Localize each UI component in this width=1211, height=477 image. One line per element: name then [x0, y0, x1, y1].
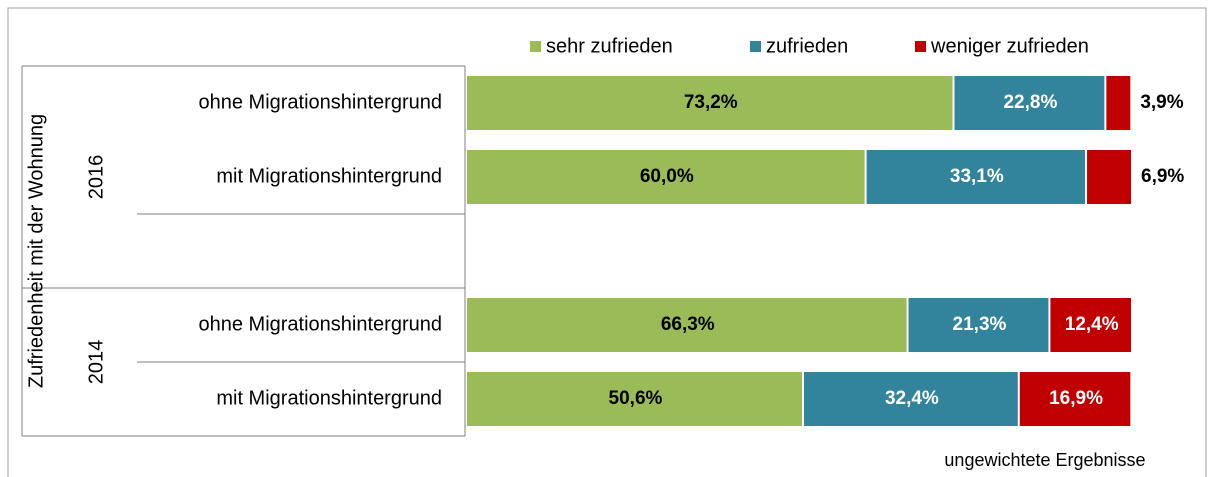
value-label: 12,4%	[1065, 314, 1119, 335]
legend-label: sehr zufrieden	[546, 35, 673, 57]
value-label: 60,0%	[640, 166, 694, 187]
bar-segment	[467, 76, 953, 130]
bar-segment	[1019, 372, 1131, 426]
value-label: 16,9%	[1049, 388, 1103, 409]
bar-segment	[467, 372, 802, 426]
bar-segment	[803, 372, 1018, 426]
bar-segment	[954, 76, 1105, 130]
bar-segment	[467, 298, 907, 352]
legend-label: zufrieden	[766, 35, 848, 57]
value-label: 50,6%	[609, 388, 663, 409]
value-label: 6,9%	[1141, 166, 1184, 187]
frame	[7, 7, 1207, 477]
value-label: 3,9%	[1140, 92, 1183, 113]
note: ungewichtete Ergebnisse	[944, 450, 1145, 470]
legend-swatch	[530, 41, 541, 52]
category-label: ohne Migrationshintergrund	[199, 313, 443, 335]
value-label: 22,8%	[1003, 92, 1057, 113]
value-label: 32,4%	[885, 388, 939, 409]
value-label: 66,3%	[661, 314, 715, 335]
legend-swatch	[915, 41, 926, 52]
bar-segment	[1050, 298, 1131, 352]
group-label: 2014	[85, 340, 107, 385]
bar-segment	[467, 150, 865, 204]
bar-segment	[1087, 150, 1131, 204]
legend-swatch	[750, 41, 761, 52]
category-label: mit Migrationshintergrund	[216, 165, 442, 187]
label-table	[21, 65, 466, 437]
bar-segment	[1106, 76, 1131, 130]
legend-label: weniger zufrieden	[930, 35, 1089, 57]
group-label: 2016	[85, 155, 107, 200]
category-label: ohne Migrationshintergrund	[199, 91, 443, 113]
category-label: mit Migrationshintergrund	[216, 387, 442, 409]
value-label: 73,2%	[684, 92, 738, 113]
axis-title: Zufriedenheit mit der Wohnung	[25, 114, 47, 388]
value-label: 33,1%	[950, 166, 1004, 187]
bar-segment	[866, 150, 1086, 204]
bar-segment	[908, 298, 1049, 352]
value-label: 21,3%	[953, 314, 1007, 335]
